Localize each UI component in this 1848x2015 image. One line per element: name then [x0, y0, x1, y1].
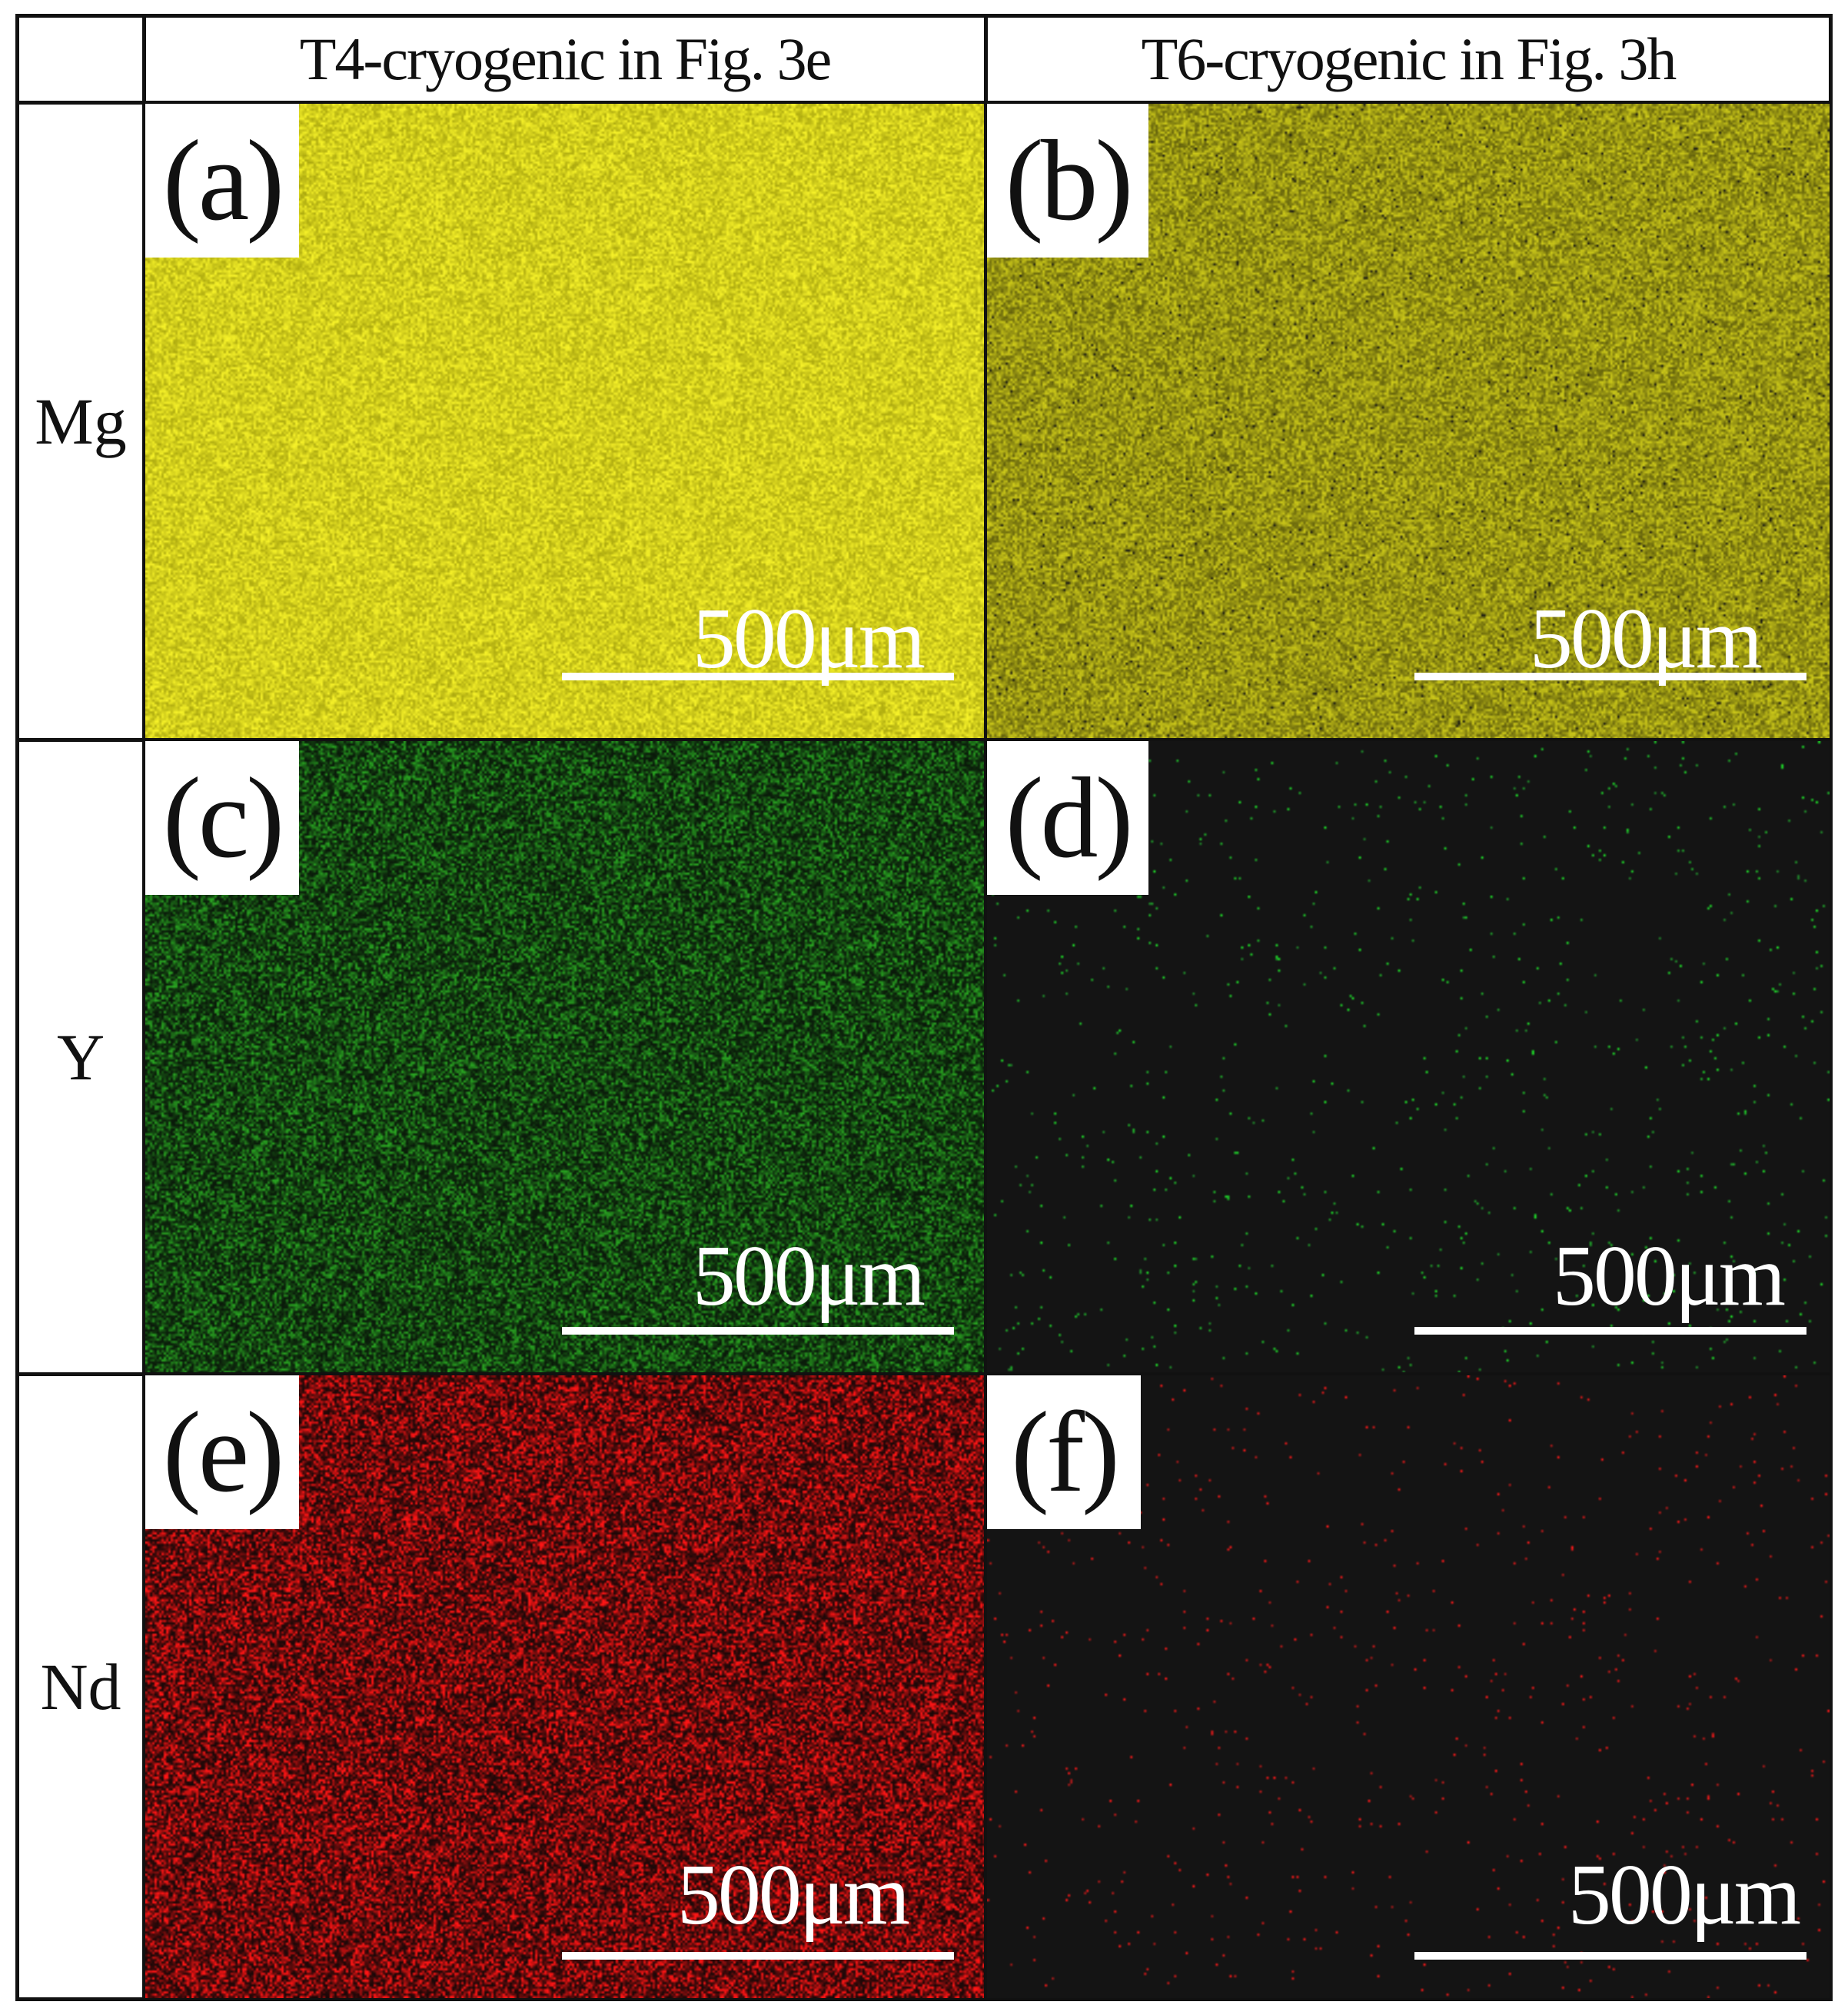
scale-bar [562, 1952, 954, 1960]
scale-bar-label: 500μm [692, 591, 926, 687]
column-header-t6: T6-cryogenic in Fig. 3h [984, 14, 1833, 105]
scale-bar-label: 500μm [1567, 1847, 1801, 1943]
scale-bar-label: 500μm [1529, 591, 1763, 687]
panel-tag: (b) [987, 104, 1148, 258]
scale-bar [1414, 1327, 1806, 1335]
scale-bar [1414, 1952, 1806, 1960]
panel-tag: (a) [145, 104, 299, 258]
panel-tag: (e) [145, 1375, 299, 1529]
scale-bar-label: 500μm [676, 1847, 910, 1943]
scale-bar-label: 500μm [1552, 1229, 1786, 1324]
scale-bar [562, 1327, 954, 1335]
panel-c: (c) 500μm [142, 738, 988, 1376]
column-header-label: T6-cryogenic in Fig. 3h [1141, 25, 1677, 92]
panel-e: (e) 500μm [142, 1372, 988, 2001]
scale-bar-label: 500μm [692, 1229, 926, 1324]
row-label-mg: Mg [15, 101, 146, 742]
row-label-nd: Nd [15, 1372, 146, 2001]
row-label-y: Y [15, 738, 146, 1376]
panel-tag: (d) [987, 741, 1148, 895]
panel-d: (d) 500μm [984, 738, 1833, 1376]
panel-tag: (c) [145, 741, 299, 895]
panel-a: (a) 500μm [142, 101, 988, 742]
row-label-text: Mg [35, 384, 127, 458]
column-header-t4: T4-cryogenic in Fig. 3e [142, 14, 988, 105]
panel-tag: (f) [987, 1375, 1141, 1529]
scale-bar [1414, 673, 1806, 680]
scale-bar [562, 673, 954, 680]
row-label-text: Nd [40, 1650, 121, 1724]
corner-cell [15, 14, 146, 105]
column-header-label: T4-cryogenic in Fig. 3e [299, 25, 832, 92]
panel-b: (b) 500μm [984, 101, 1833, 742]
row-label-text: Y [56, 1020, 105, 1094]
panel-f: (f) 500μm [984, 1372, 1833, 2001]
